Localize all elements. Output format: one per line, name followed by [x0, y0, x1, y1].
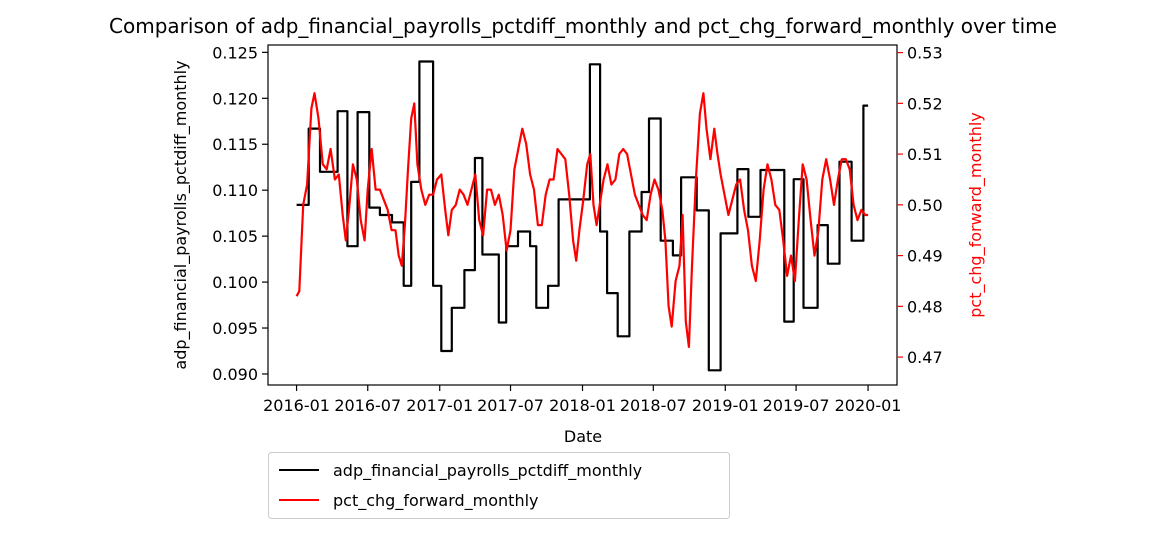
y-axis-right-label: pct_chg_forward_monthly: [966, 112, 986, 318]
x-tick-label: 2017-07: [477, 396, 544, 415]
y-right-tick-label: 0.49: [907, 247, 943, 266]
x-tick-label: 2020-01: [835, 396, 902, 415]
y-left-tick-label: 0.095: [212, 319, 258, 338]
x-tick-label: 2016-07: [334, 396, 401, 415]
y-left-tick-label: 0.110: [212, 181, 258, 200]
legend-label-adp: adp_financial_payrolls_pctdiff_monthly: [333, 461, 642, 481]
x-tick-label: 2018-07: [620, 396, 687, 415]
y-right-tick-label: 0.47: [907, 348, 943, 367]
plot-lines: [295, 60, 869, 372]
x-tick-label: 2019-07: [763, 396, 830, 415]
x-axis: 2016-01 2016-07 2017-01 2017-07 2018-01 2018-…: [263, 385, 901, 415]
y-left-tick-label: 0.100: [212, 273, 258, 292]
y-right-tick-label: 0.52: [907, 94, 943, 113]
chart-title: Comparison of adp_financial_payrolls_pct…: [109, 14, 1057, 38]
series-line-pct-chg-forward: [295, 92, 869, 348]
x-tick-label: 2018-01: [549, 396, 616, 415]
y-right-tick-label: 0.50: [907, 196, 943, 215]
legend: adp_financial_payrolls_pctdiff_monthly p…: [268, 452, 730, 519]
series-line-adp-financial-payrolls: [296, 60, 869, 372]
y-left-tick-label: 0.105: [212, 227, 258, 246]
y-right-tick-label: 0.48: [907, 297, 943, 316]
left-axis: 0.090 0.095 0.100 0.105 0.110 0.115 0.120 0.125: [212, 43, 268, 384]
y-right-tick-label: 0.51: [907, 145, 943, 164]
y-left-tick-label: 0.090: [212, 365, 258, 384]
right-axis: 0.47 0.48 0.49 0.50 0.51 0.52 0.53: [897, 44, 943, 367]
y-left-tick-label: 0.120: [212, 89, 258, 108]
y-left-tick-label: 0.125: [212, 43, 258, 62]
legend-frame: [268, 452, 730, 519]
x-tick-label: 2017-01: [406, 396, 473, 415]
x-tick-label: 2016-01: [263, 396, 330, 415]
legend-label-pct-chg: pct_chg_forward_monthly: [333, 491, 539, 511]
y-left-tick-label: 0.115: [212, 135, 258, 154]
y-axis-left-label: adp_financial_payrolls_pctdiff_monthly: [171, 60, 191, 369]
y-right-tick-label: 0.53: [907, 44, 943, 63]
x-tick-label: 2019-01: [692, 396, 759, 415]
x-axis-label: Date: [564, 427, 602, 446]
